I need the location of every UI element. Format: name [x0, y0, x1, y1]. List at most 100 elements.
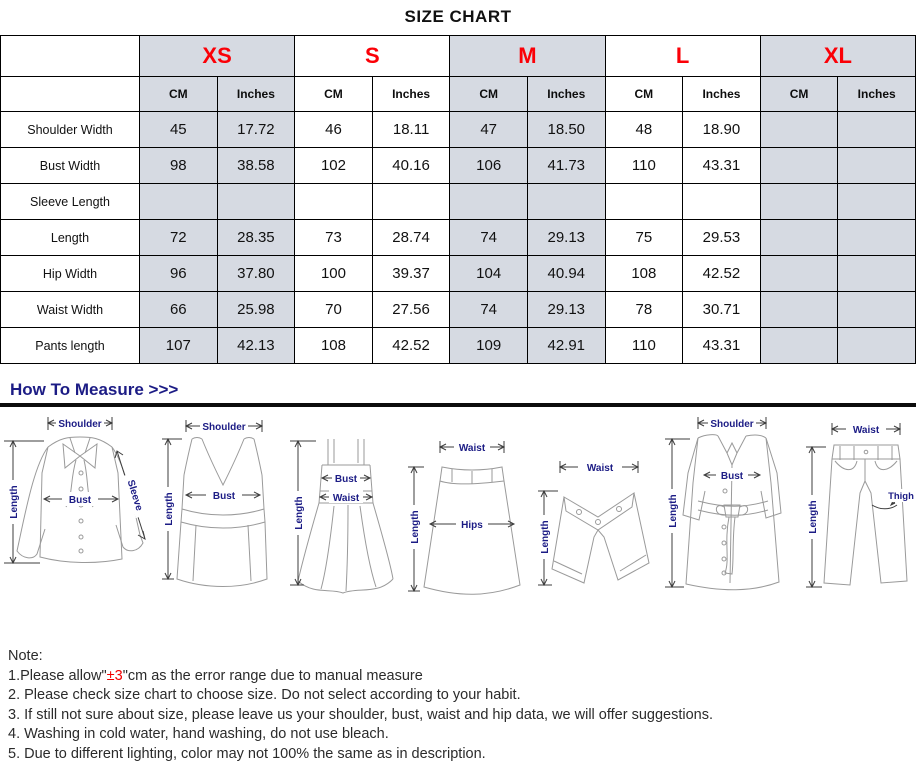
measure-label: Waist [853, 425, 880, 436]
measure-label: Shoulder [710, 419, 753, 430]
size-header-m: M [450, 36, 605, 77]
measure-label: Shoulder [58, 419, 101, 430]
size-chart-table: XS S M L XL CM Inches CM Inches CM Inche… [0, 35, 916, 364]
table-cell: 17.72 [217, 112, 295, 148]
table-cell: 29.53 [683, 220, 761, 256]
measure-label: Thigh [888, 491, 914, 502]
table-cell: 46 [295, 112, 373, 148]
size-header-l: L [605, 36, 760, 77]
table-cell: 29.13 [527, 292, 605, 328]
dress-diagram: Length Bust Waist [286, 423, 404, 619]
unit-header: CM [295, 77, 373, 112]
measure-label: Waist [587, 463, 614, 474]
table-cell: 96 [140, 256, 218, 292]
table-cell [605, 184, 683, 220]
note-1-tolerance: ±3 [107, 668, 123, 684]
note-line-2: 2. Please check size chart to choose siz… [8, 686, 916, 706]
table-cell: 66 [140, 292, 218, 328]
table-cell [683, 184, 761, 220]
table-cell: 18.50 [527, 112, 605, 148]
table-cell [838, 184, 916, 220]
table-cell: 106 [450, 148, 528, 184]
table-cell: 42.52 [683, 256, 761, 292]
measure-label: Waist [333, 493, 360, 504]
unit-header: CM [605, 77, 683, 112]
measure-label: Length [808, 500, 819, 533]
dimension-arrows [4, 417, 145, 563]
note-1-prefix: 1.Please allow" [8, 668, 107, 684]
table-cell: 74 [450, 220, 528, 256]
table-cell: 108 [295, 328, 373, 364]
table-cell: 110 [605, 148, 683, 184]
shorts-diagram: Waist Length [532, 437, 660, 633]
notes-heading: Note: [8, 647, 916, 667]
table-cell: 18.90 [683, 112, 761, 148]
table-cell: 78 [605, 292, 683, 328]
table-cell: 42.91 [527, 328, 605, 364]
measure-label: Bust [213, 491, 236, 502]
table-cell: 70 [295, 292, 373, 328]
unit-header-row: CM Inches CM Inches CM Inches CM Inches … [1, 77, 916, 112]
table-cell: 47 [450, 112, 528, 148]
measure-label: Hips [461, 520, 483, 531]
table-cell [838, 148, 916, 184]
table-cell [760, 148, 838, 184]
table-cell [838, 112, 916, 148]
dimension-arrows [806, 423, 900, 587]
coat-outline [683, 435, 781, 590]
table-cell: 40.94 [527, 256, 605, 292]
table-cell: 74 [450, 292, 528, 328]
skirt-diagram: Waist Length Hips [404, 427, 532, 623]
row-label: Length [1, 220, 140, 256]
measure-label: Length [540, 520, 551, 553]
table-row: Length 72 28.35 73 28.74 74 29.13 75 29.… [1, 220, 916, 256]
table-cell [838, 256, 916, 292]
table-cell: 42.52 [372, 328, 450, 364]
blouse-diagram: Shoulder Length Bust Sleeve [0, 411, 158, 607]
unit-header: Inches [683, 77, 761, 112]
table-cell: 110 [605, 328, 683, 364]
table-cell [140, 184, 218, 220]
measure-label: Bust [335, 474, 358, 485]
row-label: Hip Width [1, 256, 140, 292]
note-line-1: 1.Please allow"±3"cm as the error range … [8, 667, 916, 687]
measure-label: Shoulder [202, 422, 245, 433]
table-cell: 43.31 [683, 148, 761, 184]
row-label: Sleeve Length [1, 184, 140, 220]
dimension-arrows [665, 417, 766, 587]
table-cell: 39.37 [372, 256, 450, 292]
unit-header: CM [450, 77, 528, 112]
table-cell: 43.31 [683, 328, 761, 364]
measure-label: Bust [69, 495, 92, 506]
row-label: Bust Width [1, 148, 140, 184]
table-cell: 25.98 [217, 292, 295, 328]
measure-diagrams: Shoulder Length Bust Sleeve Shoulder Le [0, 411, 916, 633]
measure-label: Length [164, 492, 175, 525]
table-cell: 37.80 [217, 256, 295, 292]
shorts-outline [552, 493, 649, 583]
table-cell [372, 184, 450, 220]
page-title: SIZE CHART [0, 0, 916, 27]
table-cell: 42.13 [217, 328, 295, 364]
measure-label: Bust [721, 471, 744, 482]
table-cell [760, 184, 838, 220]
dress-outline [298, 439, 393, 593]
corner-cell [1, 36, 140, 77]
note-1-suffix: "cm as the error range due to manual mea… [123, 668, 423, 684]
unit-header: Inches [527, 77, 605, 112]
unit-header: Inches [838, 77, 916, 112]
table-cell: 75 [605, 220, 683, 256]
pants-outline [824, 445, 907, 585]
measure-label: Length [9, 485, 20, 518]
size-header-s: S [295, 36, 450, 77]
note-line-4: 4. Washing in cold water, hand washing, … [8, 725, 916, 745]
size-header-xl: XL [760, 36, 915, 77]
size-header-xs: XS [140, 36, 295, 77]
row-label: Pants length [1, 328, 140, 364]
row-label: Waist Width [1, 292, 140, 328]
table-row: Waist Width 66 25.98 70 27.56 74 29.13 7… [1, 292, 916, 328]
row-label: Shoulder Width [1, 112, 140, 148]
table-row: Hip Width 96 37.80 100 39.37 104 40.94 1… [1, 256, 916, 292]
table-cell: 30.71 [683, 292, 761, 328]
table-cell [760, 256, 838, 292]
